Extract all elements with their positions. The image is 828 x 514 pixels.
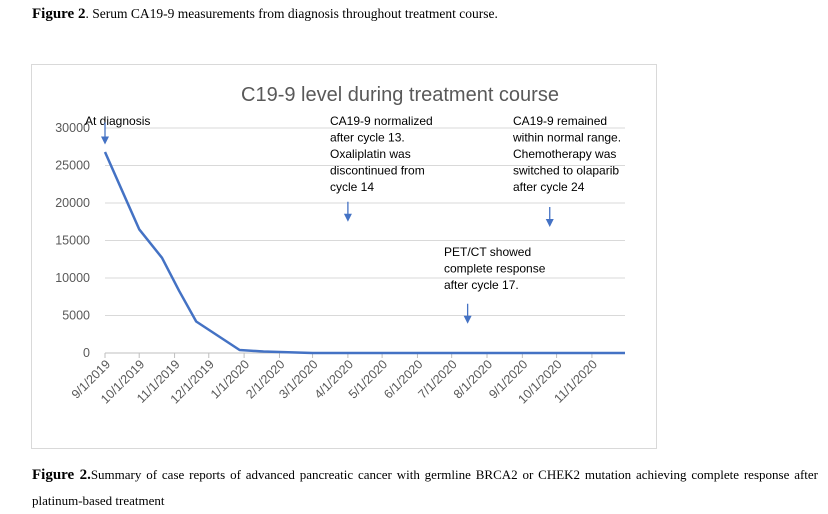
annotation-normalized: CA19-9 normalized after cycle 13. Oxalipla…: [330, 114, 433, 222]
y-tick-label: 0: [83, 346, 90, 360]
chart-frame: C19-9 level during treatment course 0 500…: [31, 64, 657, 449]
figure-label-bottom: Figure 2.: [32, 467, 91, 483]
y-tick-label: 25000: [55, 159, 90, 173]
annotation-arrow-head: [545, 219, 554, 227]
annotation-text: At diagnosis: [85, 114, 150, 128]
annotation-arrow-head: [343, 213, 352, 222]
annotation-text: after cycle 13.: [330, 131, 405, 145]
figure-caption-bottom-text: Summary of case reports of advanced panc…: [32, 467, 819, 508]
annotation-arrow-head: [463, 315, 472, 324]
annotation-text: after cycle 24: [513, 180, 585, 194]
annotation-text: cycle 14: [330, 180, 374, 194]
figure-caption-text: . Serum CA19-9 measurements from diagnos…: [85, 6, 498, 21]
annotation-olaparib: CA19-9 remained within normal range. Chemo…: [512, 114, 621, 227]
y-tick-label: 10000: [55, 271, 90, 285]
annotation-text: PET/CT showed: [444, 245, 531, 259]
line-chart: C19-9 level during treatment course 0 500…: [55, 84, 625, 406]
annotation-text: within normal range.: [512, 131, 621, 145]
figure-caption-top: Figure 2. Serum CA19-9 measurements from…: [32, 6, 498, 23]
annotation-text: CA19-9 remained: [513, 114, 607, 128]
y-tick-label: 20000: [55, 196, 90, 210]
figure-label: Figure 2: [32, 6, 86, 22]
annotation-text: CA19-9 normalized: [330, 114, 433, 128]
annotation-text: switched to olaparib: [513, 164, 619, 178]
annotation-arrow-head: [101, 136, 109, 145]
figure-caption-bottom: Figure 2.Summary of case reports of adva…: [32, 462, 818, 514]
annotation-text: Chemotherapy was: [513, 147, 616, 161]
annotation-at-diagnosis: At diagnosis: [85, 114, 150, 145]
annotation-text: complete response: [444, 262, 546, 276]
annotation-petct: PET/CT showed complete response after cycl…: [444, 245, 546, 324]
y-tick-label: 30000: [55, 121, 90, 135]
y-tick-label: 5000: [62, 309, 90, 323]
annotation-text: after cycle 17.: [444, 278, 519, 292]
series-line: [103, 151, 625, 355]
y-tick-label: 15000: [55, 234, 90, 248]
annotation-text: discontinued from: [330, 164, 425, 178]
chart-title: C19-9 level during treatment course: [241, 84, 559, 106]
annotation-text: Oxaliplatin was: [330, 147, 411, 161]
